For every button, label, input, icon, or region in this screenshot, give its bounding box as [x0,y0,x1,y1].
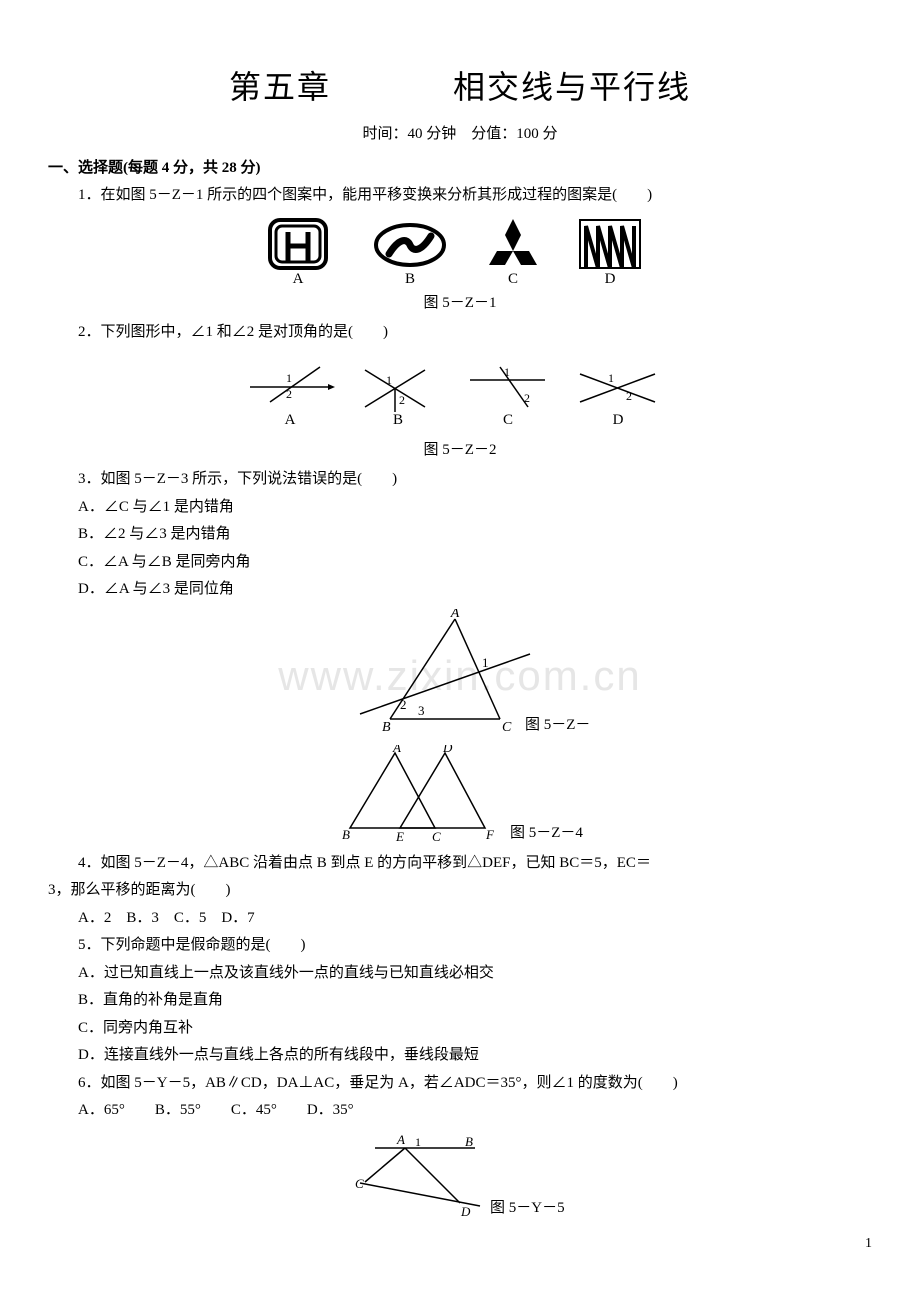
q4-figure: A D B E C F 图 5－Z－4 [48,745,872,845]
svg-text:F: F [485,827,495,842]
svg-text:B: B [342,827,350,842]
q4-line2: 3，那么平移的距离为( ) [48,878,872,904]
svg-text:2: 2 [524,391,530,405]
q3-stem: 3．如图 5－Z－3 所示，下列说法错误的是( ) [48,467,872,493]
svg-text:1: 1 [504,365,510,379]
svg-text:B: B [465,1134,473,1149]
svg-text:C: C [432,829,441,844]
fig4-caption-inline: 图 5－Z－4 [510,824,583,841]
svg-text:A: A [450,609,460,621]
title-topic: 相交线与平行线 [453,69,691,105]
svg-text:E: E [395,829,404,844]
q4-line1: 4．如图 5－Z－4，△ABC 沿着由点 B 到点 E 的方向平移到△DEF，已… [48,851,872,877]
svg-text:D: D [613,412,624,428]
q3-optB: B．∠2 与∠3 是内错角 [48,522,872,548]
q1-logos-svg: A B C D [250,215,670,285]
q3-optA: A．∠C 与∠1 是内错角 [48,495,872,521]
subtitle: 时间：40 分钟 分值：100 分 [48,122,872,148]
svg-text:B: B [382,720,391,735]
q4-opts: A．2 B．3 C．5 D．7 [48,906,872,932]
q1-stem: 1．在如图 5－Z－1 所示的四个图案中，能用平移变换来分析其形成过程的图案是(… [48,183,872,209]
q3-optC: C．∠A 与∠B 是同旁内角 [48,550,872,576]
svg-text:1: 1 [608,371,614,385]
page-number: 1 [865,1232,872,1256]
fig5-caption-inline: 图 5－Y－5 [490,1199,565,1216]
q5-optD: D．连接直线外一点与直线上各点的所有线段中，垂线段最短 [48,1043,872,1069]
title-chapter: 第五章 [229,69,331,105]
svg-text:A: A [392,745,401,755]
svg-text:C: C [503,412,513,428]
svg-text:A: A [396,1132,405,1147]
page-title: 第五章 相交线与平行线 [48,60,872,114]
svg-text:1: 1 [386,373,392,387]
q4-triangles-svg: A D B E C F 图 5－Z－4 [320,745,600,845]
q6-stem: 6．如图 5－Y－5，AB∥CD，DA⊥AC，垂足为 A，若∠ADC＝35°，则… [48,1071,872,1097]
q6-diagram-svg: A 1 B C D 图 5－Y－5 [345,1130,575,1220]
fig2-caption: 图 5－Z－2 [48,438,872,464]
q1-figures: A B C D [48,215,872,285]
q6-opts: A．65° B．55° C．45° D．35° [48,1098,872,1124]
q5-optC: C．同旁内角互补 [48,1016,872,1042]
svg-text:1: 1 [415,1135,421,1149]
svg-text:D: D [605,271,616,285]
q2-stem: 2．下列图形中，∠1 和∠2 是对顶角的是( ) [48,320,872,346]
q5-optB: B．直角的补角是直角 [48,988,872,1014]
svg-text:2: 2 [399,393,405,407]
page-content: 第五章 相交线与平行线 时间：40 分钟 分值：100 分 一、选择题(每题 4… [48,60,872,1220]
svg-text:1: 1 [482,655,489,670]
svg-text:3: 3 [418,703,425,718]
svg-text:B: B [405,271,415,285]
q3-optD: D．∠A 与∠3 是同位角 [48,577,872,603]
svg-text:D: D [460,1204,471,1219]
section1-label: 一、选择题(每题 4 分，共 28 分) [48,160,261,176]
q3-figure: A B C 1 2 3 图 5－Z－3 [48,609,872,739]
q5-stem: 5．下列命题中是假命题的是( ) [48,933,872,959]
svg-text:C: C [502,720,512,735]
q3-triangle-svg: A B C 1 2 3 图 5－Z－3 [330,609,590,739]
q2-angles-svg: 1 2 1 2 1 2 1 2 [240,352,680,432]
fig3-caption-inline: 图 5－Z－3 [525,716,590,733]
svg-text:2: 2 [626,389,632,403]
svg-text:C: C [355,1176,364,1191]
q6-figure: A 1 B C D 图 5－Y－5 [48,1130,872,1220]
svg-text:D: D [442,745,453,755]
svg-text:B: B [393,412,403,428]
svg-text:C: C [508,271,518,285]
svg-text:2: 2 [286,387,292,401]
q2-figures: 1 2 1 2 1 2 1 2 [48,352,872,432]
svg-text:A: A [293,271,304,285]
svg-text:2: 2 [400,697,407,712]
svg-text:A: A [285,412,296,428]
section-heading: 一、选择题(每题 4 分，共 28 分) [48,156,872,182]
fig1-caption: 图 5－Z－1 [48,291,872,317]
q5-optA: A．过已知直线上一点及该直线外一点的直线与已知直线必相交 [48,961,872,987]
svg-text:1: 1 [286,371,292,385]
